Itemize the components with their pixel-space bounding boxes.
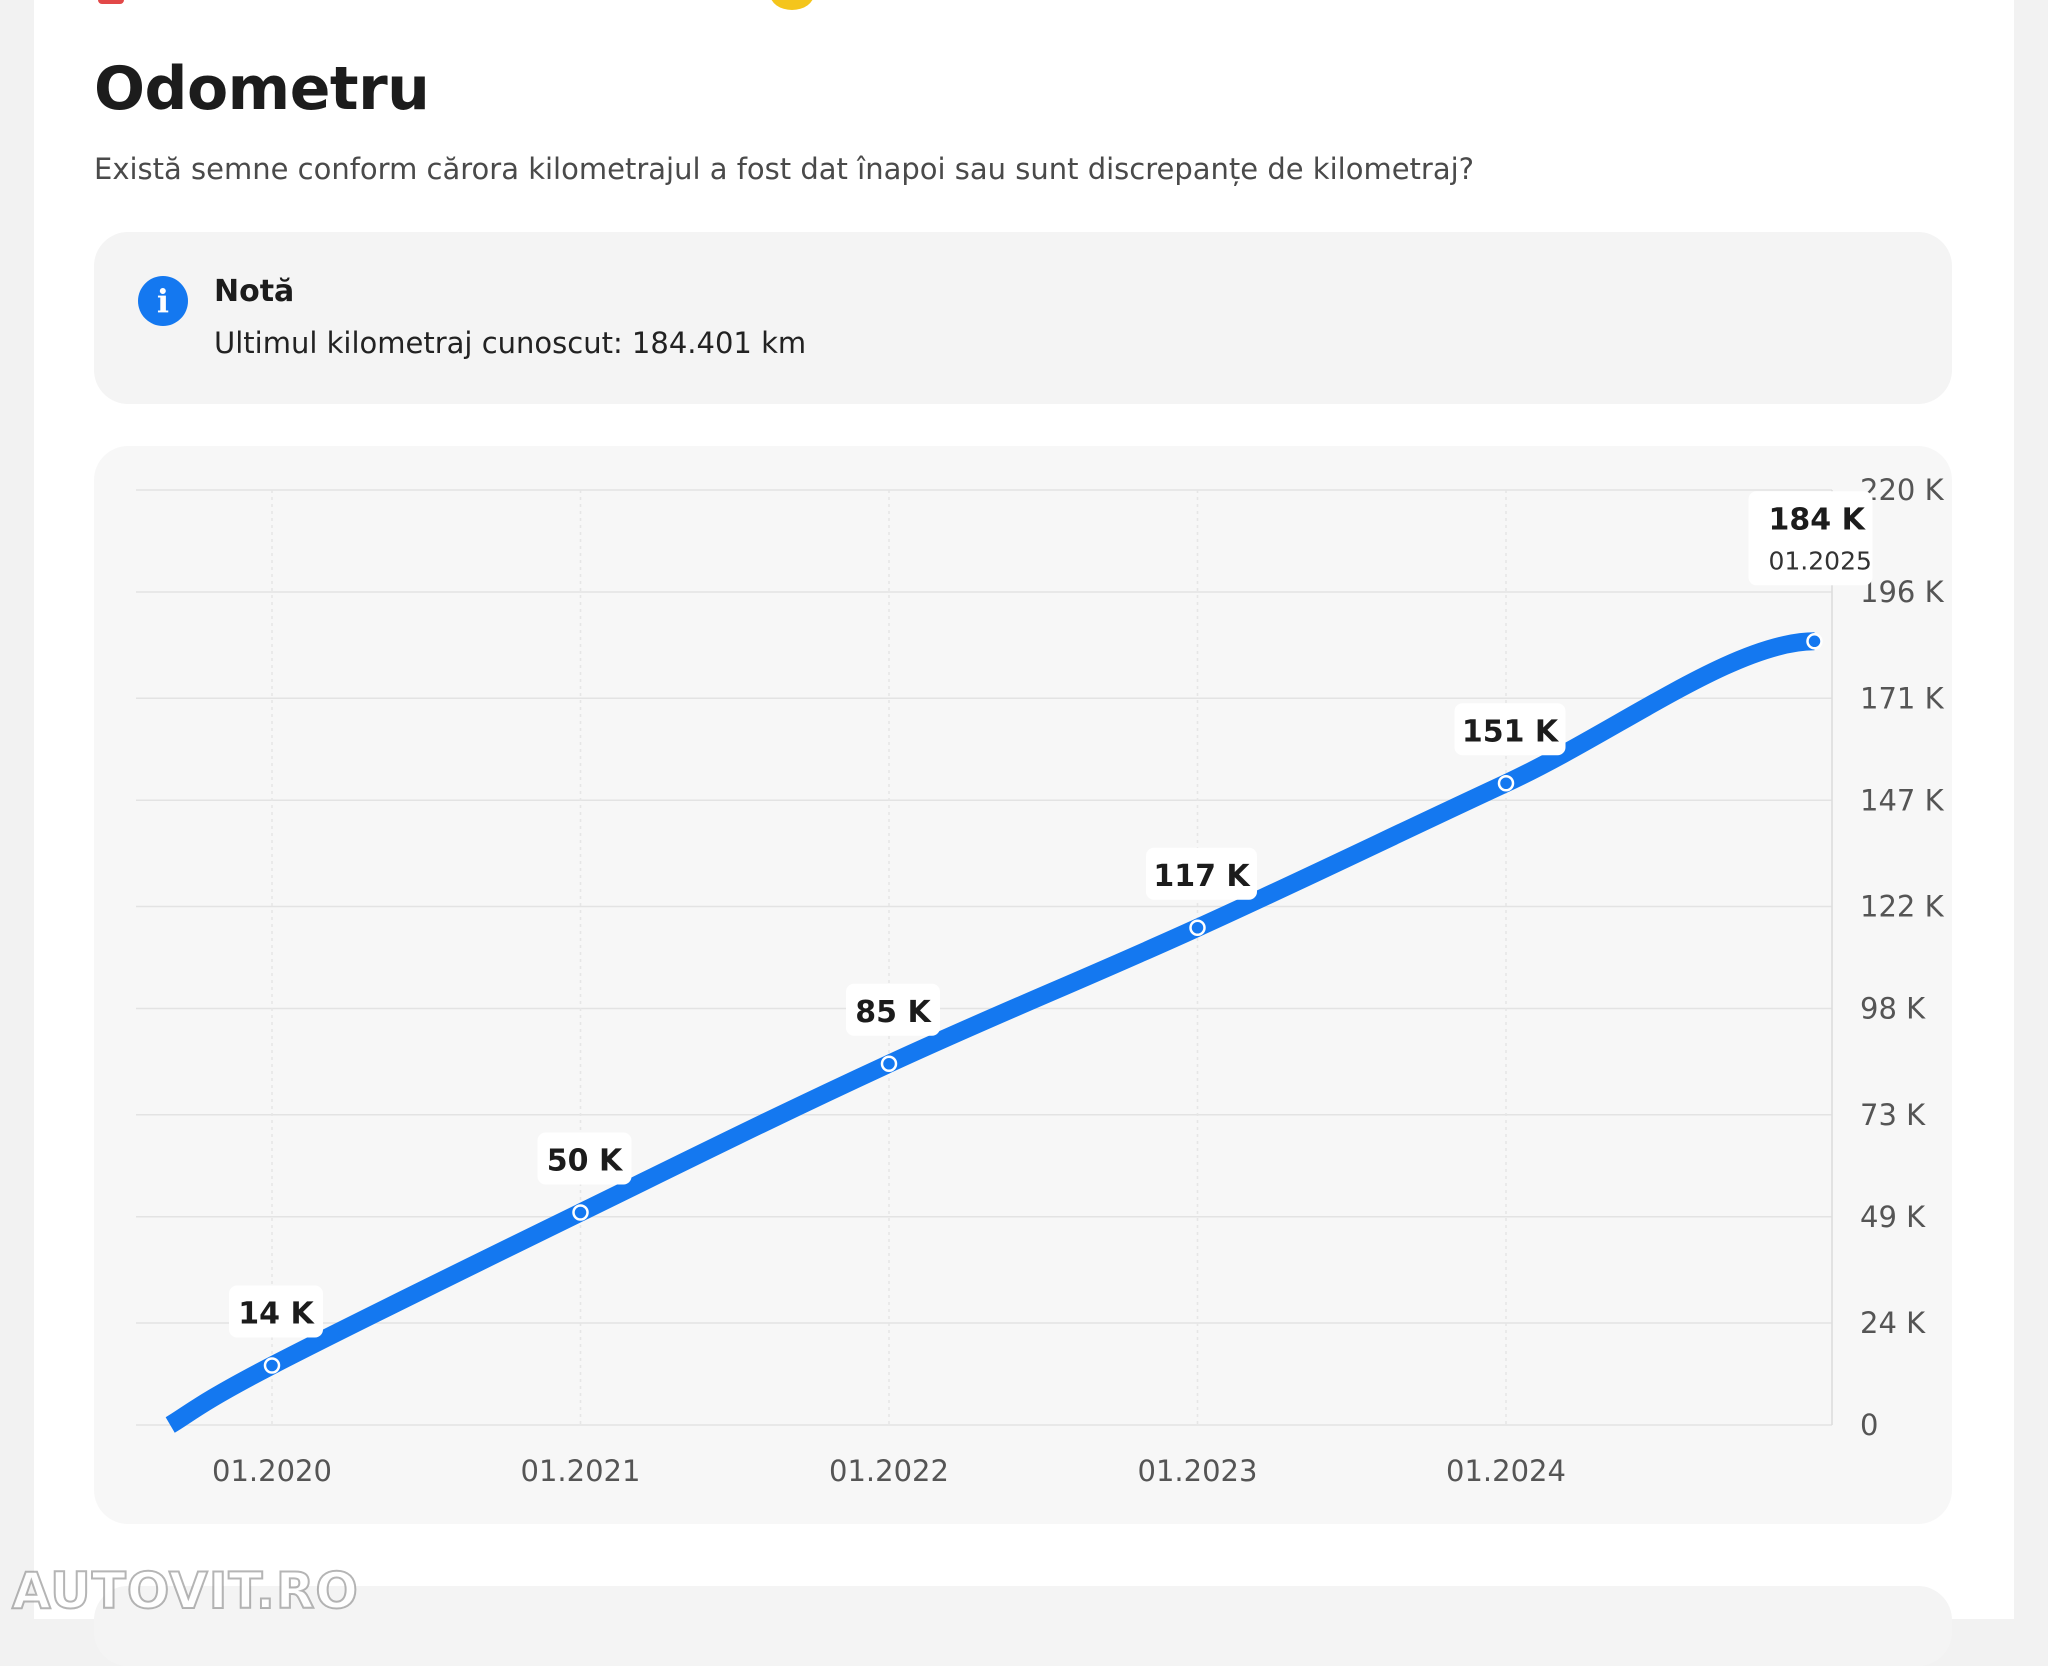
odometer-chart: 0 24 K 49 K 73 K 98 K 122 K 147 K 171 K 196 K 220…	[136, 473, 1945, 1488]
page-subtitle: Există semne conform cărora kilometrajul…	[94, 152, 1475, 186]
data-label-date: 01.2025	[1769, 546, 1872, 575]
data-label-box	[846, 983, 940, 1036]
y-tick-label: 98 K	[1860, 992, 1926, 1026]
next-section-card	[94, 1586, 1952, 1666]
x-tick-label: 01.2022	[829, 1454, 949, 1488]
y-tick-label: 196 K	[1860, 575, 1945, 609]
data-label: 14 K	[238, 1297, 315, 1332]
x-tick-label: 01.2021	[521, 1454, 641, 1488]
data-label-box	[537, 1132, 632, 1185]
y-tick-label: 49 K	[1860, 1200, 1926, 1234]
y-tick-label: 147 K	[1860, 783, 1945, 817]
data-point	[880, 1055, 898, 1072]
note-text: Ultimul kilometraj cunoscut: 184.401 km	[214, 326, 807, 360]
data-label-box	[229, 1285, 323, 1338]
note-title: Notă	[214, 274, 295, 309]
x-tick-label: 01.2020	[212, 1454, 332, 1488]
flag-icon	[770, 0, 814, 10]
page-title: Odometru	[94, 54, 430, 124]
data-label: 50 K	[547, 1144, 624, 1179]
data-point	[1189, 919, 1206, 936]
y-tick-label: 122 K	[1860, 890, 1945, 924]
x-tick-label: 01.2023	[1138, 1454, 1258, 1488]
series-line	[165, 632, 1815, 1433]
y-tick-label: 171 K	[1860, 681, 1945, 715]
data-point	[1497, 775, 1515, 792]
data-point	[572, 1204, 589, 1221]
data-point	[1806, 633, 1823, 650]
odometer-chart-card: 0 24 K 49 K 73 K 98 K 122 K 147 K 171 K 196 K 220…	[94, 446, 1952, 1524]
data-label: 85 K	[855, 995, 932, 1030]
y-tick-label: 73 K	[1860, 1098, 1926, 1132]
data-label: 184 K	[1769, 502, 1867, 537]
x-tick-label: 01.2024	[1446, 1454, 1566, 1488]
note-card: i Notă Ultimul kilometraj cunoscut: 184.…	[94, 232, 1952, 404]
watermark-text: AUTOVIT.RO	[11, 1561, 359, 1621]
data-label-box	[1454, 703, 1566, 756]
info-icon: i	[138, 276, 188, 326]
data-point	[263, 1357, 281, 1374]
y-tick-label: 24 K	[1860, 1306, 1926, 1340]
data-label-box	[1748, 491, 1873, 586]
top-partial-logo	[98, 0, 124, 4]
data-label-box	[1146, 847, 1257, 900]
data-label: 151 K	[1462, 714, 1560, 749]
y-tick-label: 220 K	[1860, 473, 1945, 507]
data-label: 117 K	[1153, 859, 1251, 894]
page: Odometru Există semne conform cărora kil…	[34, 0, 2014, 1666]
y-tick-label: 0	[1860, 1408, 1878, 1442]
